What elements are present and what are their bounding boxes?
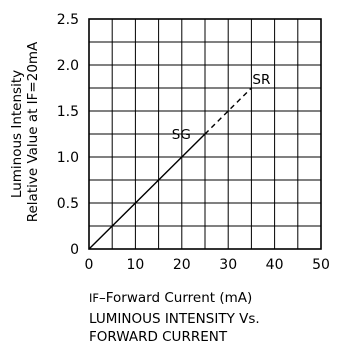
y-axis-title-line-2: Relative Value at IF=20mA [25, 41, 41, 222]
series-lines: SG SR [88, 72, 270, 250]
x-tick-label: 50 [312, 257, 330, 273]
y-tick-label: 2.0 [57, 58, 79, 74]
series-line-sg [88, 133, 206, 250]
y-tick-label: 0.5 [57, 196, 79, 212]
tick-labels: 0 10 20 30 40 50 0 0.5 1.0 1.5 2.0 2.5 [57, 12, 330, 273]
y-tick-label: 2.5 [57, 12, 79, 28]
x-tick-label: 30 [219, 257, 237, 273]
y-tick-label: 0 [70, 242, 79, 258]
series-line-sr [204, 87, 252, 135]
chart-caption-line-1: LUMINOUS INTENSITY Vs. [89, 311, 260, 327]
series-label-sg: SG [172, 127, 191, 143]
x-axis-title: IF–Forward Current (mA) [89, 290, 252, 306]
x-tick-label: 10 [126, 257, 144, 273]
x-tick-label: 40 [266, 257, 284, 273]
titles: Luminous Intensity Relative Value at IF=… [9, 41, 260, 345]
x-axis-title-symbol: IF [89, 291, 99, 305]
y-tick-label: 1.0 [57, 150, 79, 166]
x-axis-title-text: –Forward Current (mA) [99, 290, 252, 306]
series-label-sr: SR [252, 72, 270, 88]
y-tick-label: 1.5 [57, 104, 79, 120]
grid [88, 18, 322, 250]
chart-caption-line-2: FORWARD CURRENT [89, 329, 228, 345]
x-tick-label: 0 [85, 257, 94, 273]
x-tick-label: 20 [173, 257, 191, 273]
plot-frame [88, 18, 322, 250]
y-axis-title-line-1: Luminous Intensity [9, 70, 25, 198]
